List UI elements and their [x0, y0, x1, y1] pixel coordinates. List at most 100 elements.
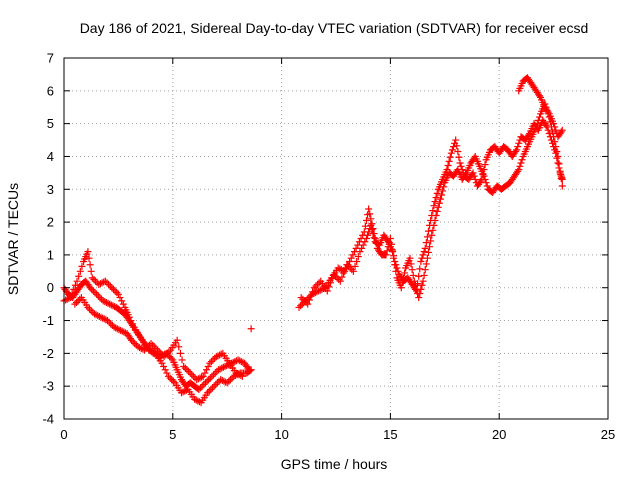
- data-point: [150, 343, 158, 351]
- tick-layer: 0 5 10 15 20 25 -4 -3 -2 -1 0 1 2 3 4 5 6 7: [42, 51, 615, 443]
- data-point: [92, 311, 100, 319]
- data-point: [482, 179, 490, 187]
- data-point: [95, 312, 103, 320]
- data-point: [148, 348, 156, 356]
- data-point: [195, 385, 203, 393]
- data-point: [166, 374, 174, 382]
- data-point: [99, 314, 107, 322]
- data-point: [346, 264, 354, 272]
- data-point: [406, 254, 414, 262]
- series-outlier: [247, 325, 255, 333]
- data-point: [331, 272, 339, 280]
- data-point: [348, 266, 356, 274]
- data-point: [390, 254, 398, 262]
- data-point: [119, 300, 127, 308]
- data-point: [104, 317, 112, 325]
- data-point: [210, 382, 218, 390]
- data-point: [325, 283, 333, 291]
- data-point: [182, 386, 190, 394]
- data-point: [383, 236, 391, 244]
- data-point: [432, 193, 440, 201]
- data-point: [237, 358, 245, 366]
- data-point: [114, 290, 122, 298]
- data-point: [512, 148, 520, 156]
- data-point: [471, 175, 479, 183]
- data-point: [125, 313, 133, 321]
- data-point: [428, 231, 436, 239]
- data-point: [74, 297, 82, 305]
- data-point: [429, 207, 437, 215]
- data-point: [359, 241, 367, 249]
- data-point: [212, 381, 220, 389]
- data-point: [93, 290, 101, 298]
- data-point: [204, 389, 212, 397]
- data-point: [431, 198, 439, 206]
- data-point: [453, 142, 461, 150]
- data-point: [196, 374, 204, 382]
- data-point: [557, 175, 565, 183]
- data-point: [70, 285, 78, 293]
- x-tick-label: 0: [60, 427, 67, 442]
- data-point: [362, 216, 370, 224]
- data-point: [247, 366, 255, 374]
- data-point: [422, 260, 430, 268]
- data-point: [142, 344, 150, 352]
- data-point: [515, 166, 523, 174]
- data-point: [106, 300, 114, 308]
- data-point: [417, 285, 425, 293]
- data-point: [101, 277, 109, 285]
- data-point: [361, 222, 369, 230]
- data-point: [178, 389, 186, 397]
- data-point: [213, 379, 221, 387]
- data-point: [203, 366, 211, 374]
- data-point: [544, 108, 552, 116]
- data-point: [195, 398, 203, 406]
- data-point: [223, 379, 231, 387]
- data-point: [314, 280, 322, 288]
- data-point: [158, 359, 166, 367]
- data-point: [469, 169, 477, 177]
- data-point: [409, 271, 417, 279]
- data-point: [62, 296, 70, 304]
- data-point: [88, 274, 96, 282]
- data-point: [104, 299, 112, 307]
- data-point: [432, 212, 440, 220]
- data-point: [398, 279, 406, 287]
- data-point: [91, 289, 99, 297]
- data-point: [209, 384, 217, 392]
- data-point: [552, 143, 560, 151]
- data-point: [95, 280, 103, 288]
- data-point: [424, 227, 432, 235]
- data-point: [361, 238, 369, 246]
- data-point: [113, 325, 121, 333]
- data-point: [68, 289, 76, 297]
- data-point: [367, 215, 375, 223]
- data-point: [477, 177, 485, 185]
- data-point: [416, 289, 424, 297]
- series-track-f: [515, 74, 566, 141]
- data-point: [407, 260, 415, 268]
- data-point: [307, 292, 315, 300]
- data-point: [86, 305, 94, 313]
- data-point: [237, 372, 245, 380]
- data-point: [194, 397, 202, 405]
- data-point: [73, 277, 81, 285]
- data-point: [446, 153, 454, 161]
- data-point: [206, 359, 214, 367]
- data-point: [225, 377, 233, 385]
- data-point: [164, 372, 172, 380]
- data-point: [304, 300, 312, 308]
- data-point: [214, 352, 222, 360]
- data-point: [221, 362, 229, 370]
- data-point: [364, 231, 372, 239]
- data-point: [422, 239, 430, 247]
- data-point: [399, 274, 407, 282]
- data-point: [246, 367, 254, 375]
- data-point: [305, 296, 313, 304]
- data-point: [113, 289, 121, 297]
- data-point: [354, 253, 362, 261]
- data-point: [108, 284, 116, 292]
- data-point: [434, 203, 442, 211]
- data-point: [147, 340, 155, 348]
- data-point: [176, 349, 184, 357]
